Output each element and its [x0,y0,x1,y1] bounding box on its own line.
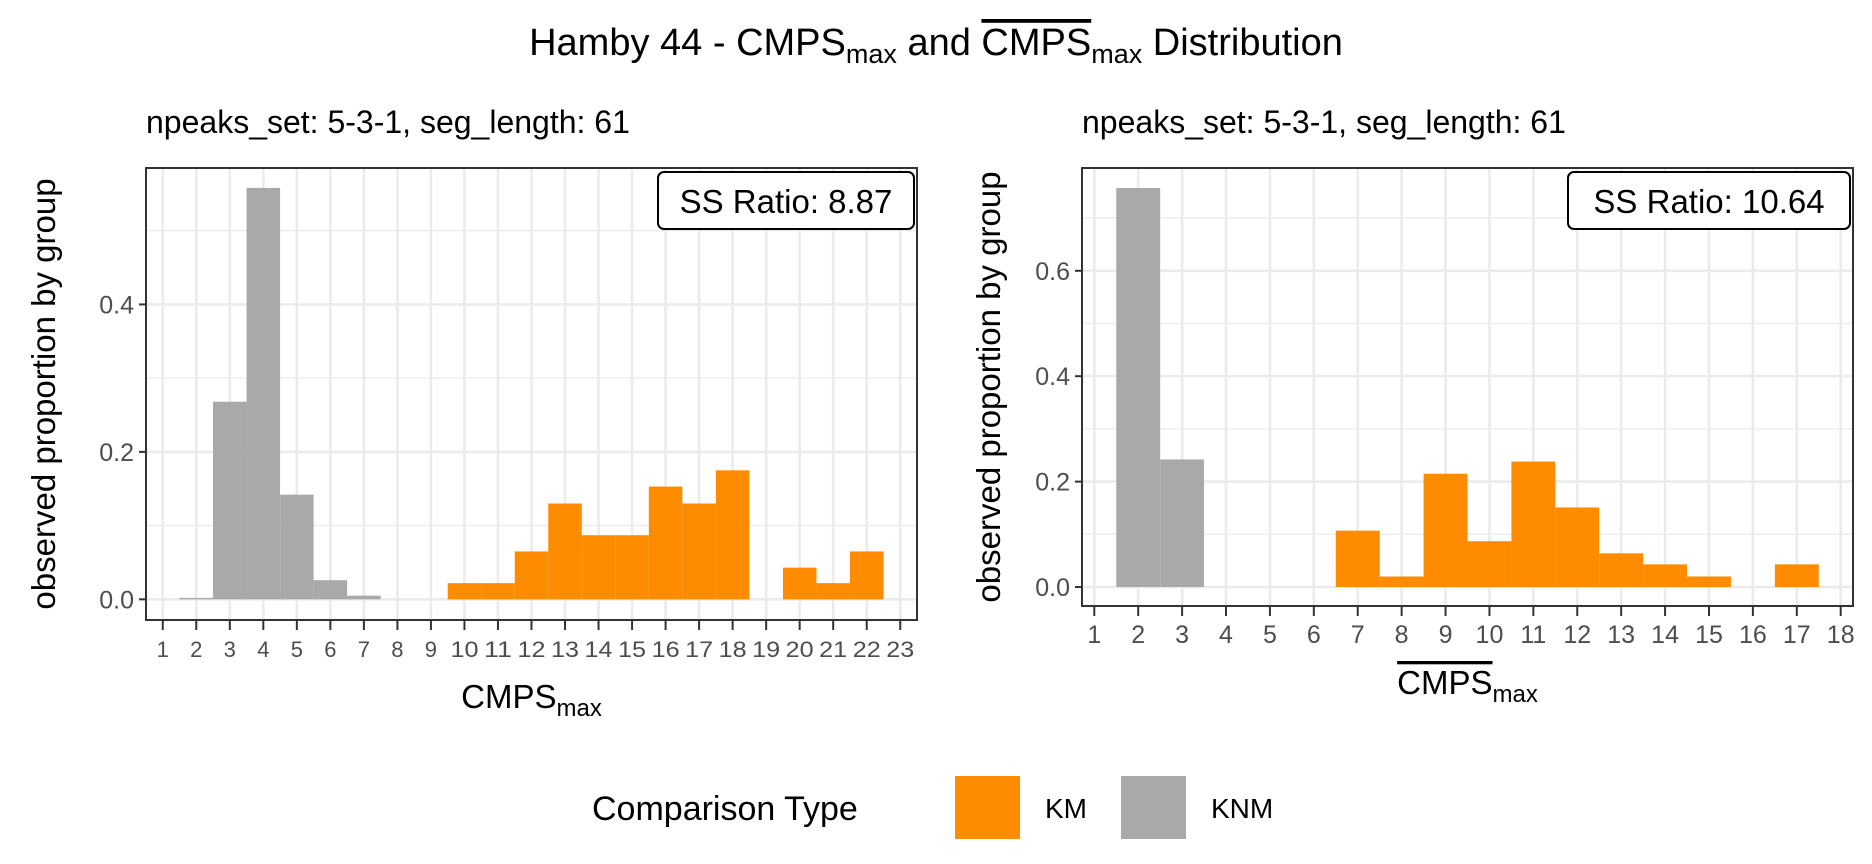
panel-subtitle: npeaks_set: 5-3-1, seg_length: 61 [146,104,630,140]
bar-km-15 [1687,576,1731,588]
x-tick-label: 5 [1263,621,1277,649]
legend-label-knm: KNM [1211,793,1273,824]
bar-knm-3 [1160,459,1205,588]
x-tick-label: 7 [1351,621,1365,649]
x-tick-label: 17 [685,637,713,662]
y-tick-label: 0.2 [1035,469,1070,497]
panel-border [1081,167,1854,607]
bar-knm-3 [213,401,247,600]
bar-knm-5 [280,494,314,600]
panel-1: 0.00.20.41 2 3 4 5 6 7 8 9 10 11 12 13 14 15 16 17 18 19 20… [25,104,918,722]
x-tick-label: 16 [652,637,680,662]
x-tick-label: 17 [1783,621,1811,649]
x-tick-label: 11 [1520,621,1546,649]
x-tick-label: 1 [157,637,169,662]
x-tick-label: 18 [719,637,747,662]
x-tick-label: 21 [819,637,847,662]
legend-title: Comparison Type [592,790,858,828]
x-tick-label: 6 [324,637,336,662]
x-tick-label: 13 [1607,621,1635,649]
bar-knm-2 [1116,188,1161,588]
bar-km-17 [1774,564,1819,588]
x-tick-label: 7 [358,637,370,662]
bar-km-13 [1599,553,1644,588]
legend-key-km [955,776,1020,839]
x-tick-label: 2 [190,637,202,662]
x-tick-label: 8 [391,637,403,662]
x-tick-label: 15 [1695,621,1723,649]
x-tick-label: 3 [224,637,236,662]
x-tick-label: 20 [786,637,814,662]
ss-ratio-label: SS Ratio: 10.64 [1593,183,1824,220]
x-tick-label: 22 [853,637,881,662]
panel-subtitle: npeaks_set: 5-3-1, seg_length: 61 [1082,104,1566,140]
bar-km-8 [1379,576,1424,588]
ss-ratio-box [1567,171,1851,230]
bar-km-14 [1643,564,1688,588]
panel-2: 0.00.20.40.61 2 3 4 5 6 7 8 9 10 11 12 13 14 15 16 17 18S… [970,104,1855,708]
y-tick-label: 0.0 [1035,574,1070,602]
x-tick-label: 4 [257,637,269,662]
bar-knm-4 [246,187,281,600]
bar-km-9 [1423,473,1468,588]
bar-km-17 [682,503,716,600]
bar-km-15 [615,535,649,600]
x-tick-label: 2 [1131,621,1145,649]
x-tick-label: 12 [1563,621,1591,649]
x-tick-label: 23 [886,637,914,662]
y-tick-label: 0.4 [1035,363,1070,391]
y-tick-label: 0.4 [99,291,134,319]
legend-key-knm [1121,776,1186,839]
x-tick-label: 19 [752,637,780,662]
x-tick-label: 11 [484,637,512,662]
x-tick-label: 18 [1827,621,1855,649]
ss-ratio-label: SS Ratio: 8.87 [680,183,893,220]
y-axis-label: observed proportion by group [25,178,62,609]
x-tick-label: 15 [618,637,646,662]
bar-km-20 [782,567,817,600]
bar-km-21 [816,583,850,600]
y-tick-label: 0.0 [99,586,134,614]
x-tick-label: 13 [551,637,579,662]
bar-km-12 [514,551,549,600]
bar-km-10 [447,583,482,600]
bar-km-14 [581,535,616,600]
ss-ratio-box [657,171,915,230]
bar-km-18 [715,470,750,600]
bar-km-22 [849,551,884,600]
bar-km-12 [1555,507,1600,588]
x-axis-label: CMPSmax [1397,664,1538,708]
y-tick-label: 0.6 [1035,258,1070,286]
chart-title: Hamby 44 - CMPSmax and CMPSmax Distribut… [529,22,1343,69]
x-tick-label: 5 [291,637,303,662]
bar-km-11 [481,583,515,600]
x-tick-label: 4 [1219,621,1233,649]
x-tick-label: 6 [1307,621,1321,649]
bar-km-11 [1511,461,1556,588]
x-tick-label: 9 [425,637,437,662]
x-tick-label: 9 [1439,621,1453,649]
y-axis-label: observed proportion by group [970,171,1007,602]
x-tick-label: 10 [450,637,478,662]
bar-km-16 [648,486,683,600]
x-tick-label: 14 [585,637,613,662]
x-tick-label: 10 [1476,621,1504,649]
bar-km-13 [548,503,582,600]
x-tick-label: 1 [1087,621,1101,649]
bar-knm-2 [179,597,214,600]
x-tick-label: 12 [518,637,546,662]
bar-knm-6 [313,580,348,600]
x-tick-label: 8 [1395,621,1409,649]
legend-label-km: KM [1045,793,1087,824]
x-axis-label: CMPSmax [461,678,602,722]
bar-km-10 [1467,541,1512,588]
x-tick-label: 3 [1175,621,1189,649]
y-tick-label: 0.2 [99,439,134,467]
bar-km-7 [1335,530,1380,588]
bar-knm-7 [347,595,381,600]
legend: Comparison Type KM KNM [592,776,1273,839]
x-tick-label: 16 [1739,621,1767,649]
x-tick-label: 14 [1651,621,1679,649]
